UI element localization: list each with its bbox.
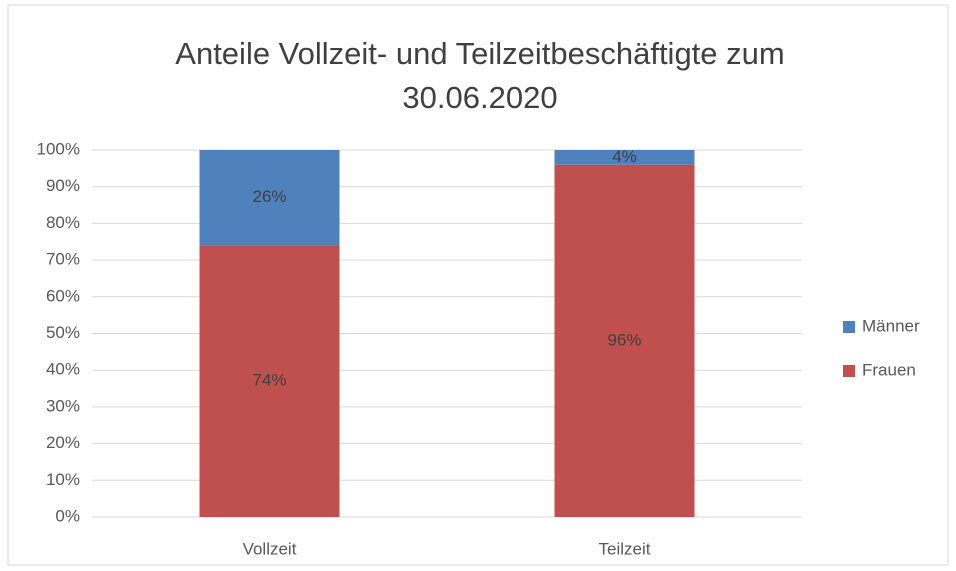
chart-border [7,4,949,566]
legend-swatch [843,365,855,377]
y-tick-label: 100% [37,139,80,158]
y-tick-label: 20% [46,433,80,452]
y-tick-label: 40% [46,360,80,379]
chart-title: Anteile Vollzeit- und Teilzeitbeschäftig… [175,36,785,115]
y-tick-label: 0% [55,506,80,525]
bar-segment [199,245,340,518]
y-tick-label: 10% [46,470,80,489]
y-tick-label: 70% [46,250,80,269]
bar-segment [199,150,340,246]
data-label: 96% [607,330,641,349]
legend-swatch [843,321,855,333]
x-tick-label: Teilzeit [599,539,651,558]
y-tick-label: 90% [46,176,80,195]
y-tick-label: 80% [46,213,80,232]
legend-label: Männer [862,316,920,335]
x-tick-label: Vollzeit [243,539,297,558]
y-tick-label: 50% [46,323,80,342]
bar-segment [554,150,695,165]
data-label: 26% [252,187,286,206]
legend-label: Frauen [862,360,916,379]
data-label: 74% [252,371,286,390]
y-tick-label: 60% [46,286,80,305]
y-tick-label: 30% [46,396,80,415]
bar-segment [554,164,695,517]
data-label: 4% [612,147,637,166]
